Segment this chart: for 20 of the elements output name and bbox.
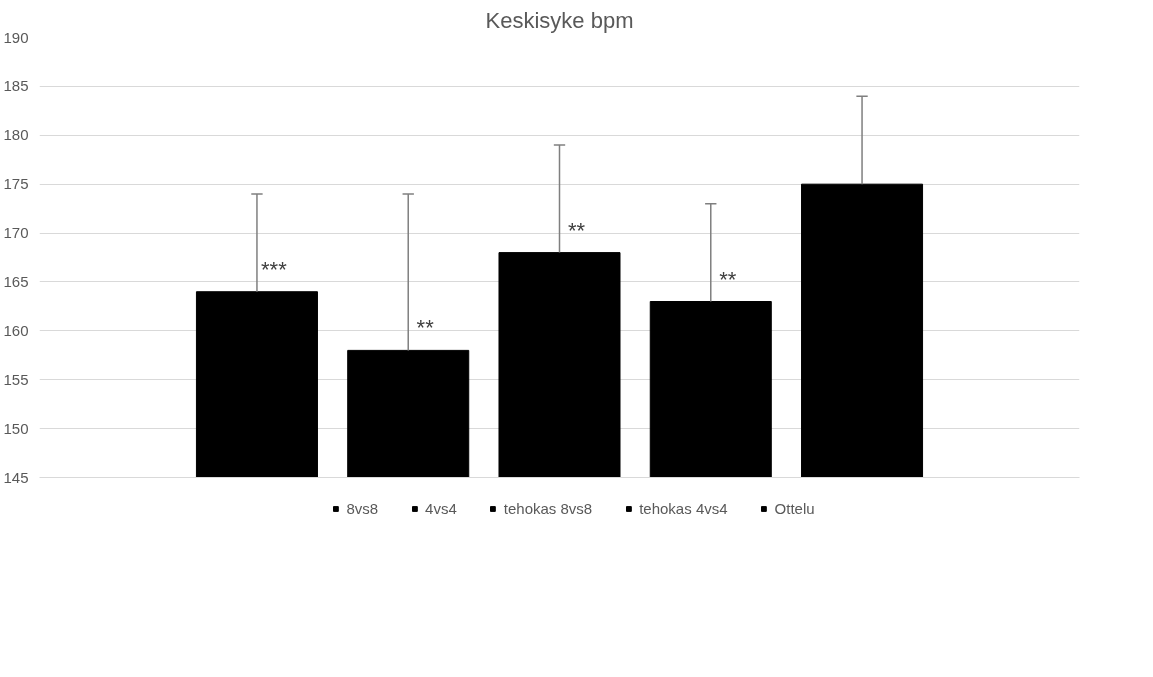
annotation: *** xyxy=(261,256,288,282)
y-tick-label: 165 xyxy=(3,272,29,290)
y-tick-label: 160 xyxy=(3,321,29,339)
annotation: ** xyxy=(719,266,737,292)
annotation: ** xyxy=(567,217,586,243)
legend-label: Ottelu xyxy=(774,499,815,517)
legend-label: tehokas 4vs4 xyxy=(639,499,728,517)
chart-title: Keskisyke bpm xyxy=(485,7,634,33)
legend-label: tehokas 8vs8 xyxy=(503,499,593,517)
y-tick-label: 185 xyxy=(3,77,29,95)
y-tick-label: 175 xyxy=(3,175,29,193)
y-tick-label: 145 xyxy=(3,468,29,486)
y-tick-label: 155 xyxy=(3,370,29,388)
y-tick-label: 150 xyxy=(3,419,29,437)
y-tick-label: 170 xyxy=(3,224,29,242)
legend-label: 4vs4 xyxy=(425,499,457,517)
legend-label: 8vs8 xyxy=(346,499,379,517)
annotation: ** xyxy=(416,315,435,341)
y-tick-label: 190 xyxy=(3,28,29,46)
y-tick-label: 180 xyxy=(3,126,29,144)
